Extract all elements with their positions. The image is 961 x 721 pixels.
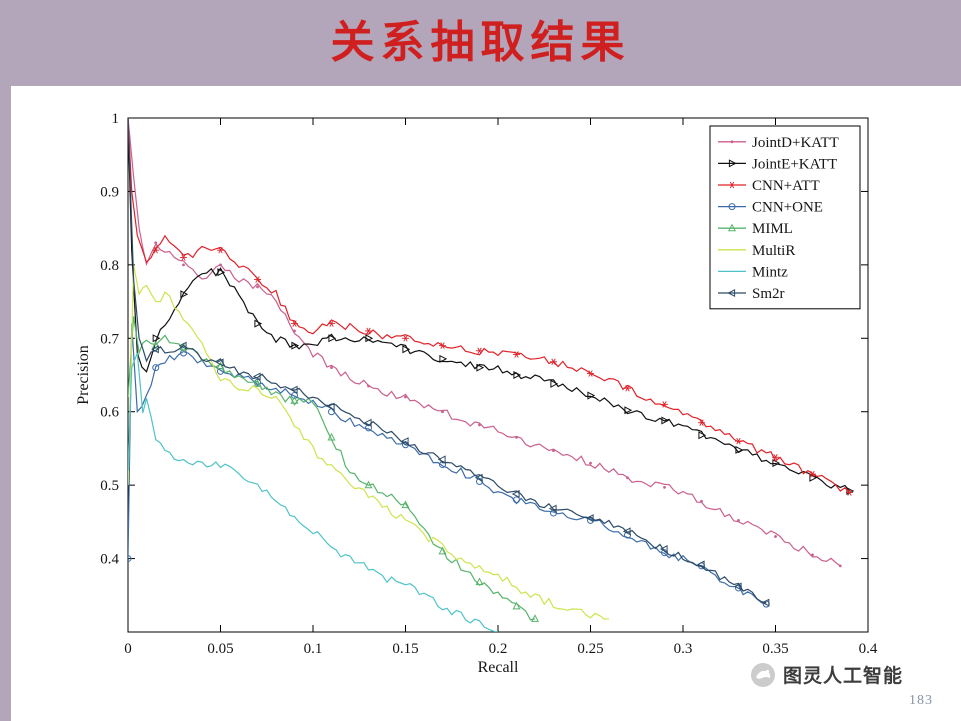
y-tick-label: 0.9 bbox=[100, 184, 119, 200]
page-number: 183 bbox=[909, 693, 933, 708]
legend-label-CNN+ONE: CNN+ONE bbox=[752, 200, 823, 216]
x-axis-label: Recall bbox=[478, 659, 519, 676]
legend-label-MIML: MIML bbox=[752, 221, 793, 237]
x-tick-label: 0.15 bbox=[392, 641, 418, 657]
page-title: 关系抽取结果 bbox=[330, 18, 631, 67]
precision-recall-chart: 0 0.05 0.1 0.15 0.2 0.25 0.3 0.35 0.4 0.4 0.5 0.6 0.… bbox=[75, 111, 878, 676]
legend-label-MultiR: MultiR bbox=[752, 243, 795, 259]
x-tick-label: 0.1 bbox=[304, 641, 323, 657]
series-line-JointE+KATT bbox=[128, 118, 850, 492]
series-lines bbox=[128, 118, 855, 632]
watermark-text: 图灵人工智能 bbox=[782, 666, 903, 687]
y-tick-label: 1 bbox=[112, 111, 120, 127]
series-line-Sm2r bbox=[128, 118, 767, 604]
series-line-CNN+ATT bbox=[128, 118, 850, 493]
legend-label-CNN+ATT: CNN+ATT bbox=[752, 178, 820, 194]
x-tick-label: 0.4 bbox=[859, 641, 878, 657]
legend-label-Mintz: Mintz bbox=[752, 264, 788, 280]
watermark: 图灵人工智能 bbox=[750, 661, 903, 688]
series-line-MIML bbox=[128, 316, 536, 621]
y-tick-label: 0.6 bbox=[100, 405, 119, 421]
x-tick-label: 0.3 bbox=[674, 641, 693, 657]
y-tick-label: 0.7 bbox=[100, 331, 119, 347]
y-tick-label: 0.5 bbox=[100, 478, 119, 494]
legend-label-JointE+KATT: JointE+KATT bbox=[752, 156, 837, 172]
legend-label-Sm2r: Sm2r bbox=[752, 286, 785, 302]
y-axis-label: Precision bbox=[75, 345, 92, 405]
y-tick-label: 0.8 bbox=[100, 258, 119, 274]
watermark-logo-icon bbox=[750, 662, 775, 687]
series-line-Mintz bbox=[128, 352, 499, 632]
series-line-MultiR bbox=[128, 264, 610, 620]
x-tick-label: 0 bbox=[124, 641, 132, 657]
x-tick-label: 0.05 bbox=[207, 641, 233, 657]
series-line-CNN+ONE bbox=[128, 323, 767, 605]
chart-legend: JointD+KATT JointE+KATT CNN+ATT CNN+ONE MIML… bbox=[709, 125, 861, 310]
y-tick-label: 0.4 bbox=[100, 552, 119, 568]
left-accent-strip bbox=[0, 86, 11, 721]
legend-label-JointD+KATT: JointD+KATT bbox=[752, 135, 839, 151]
series-line-JointD+KATT bbox=[128, 118, 841, 567]
x-tick-label: 0.35 bbox=[762, 641, 788, 657]
slide-title-bar: 关系抽取结果 bbox=[0, 0, 961, 86]
x-tick-label: 0.2 bbox=[489, 641, 508, 657]
x-tick-label: 0.25 bbox=[577, 641, 603, 657]
